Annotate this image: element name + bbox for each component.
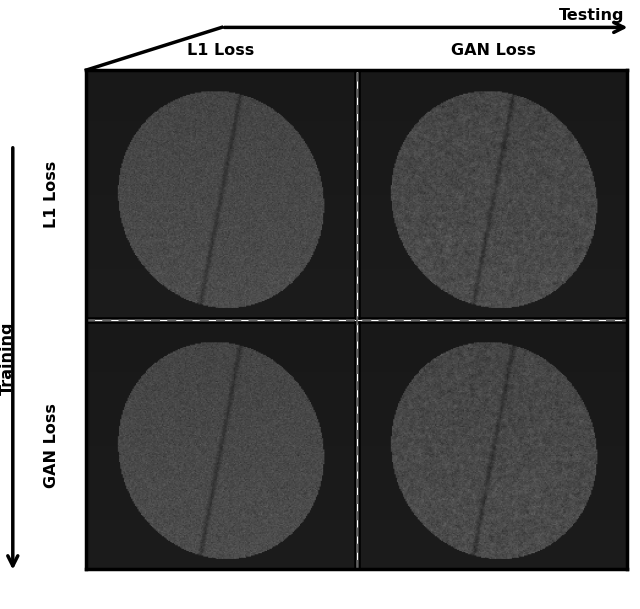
Text: GAN Loss: GAN Loss bbox=[44, 403, 59, 488]
Text: L1 Loss: L1 Loss bbox=[187, 43, 254, 58]
Text: GAN Loss: GAN Loss bbox=[451, 43, 536, 58]
Text: Testing: Testing bbox=[559, 7, 624, 23]
Text: Training: Training bbox=[0, 322, 15, 395]
Text: L1 Loss: L1 Loss bbox=[44, 160, 59, 228]
